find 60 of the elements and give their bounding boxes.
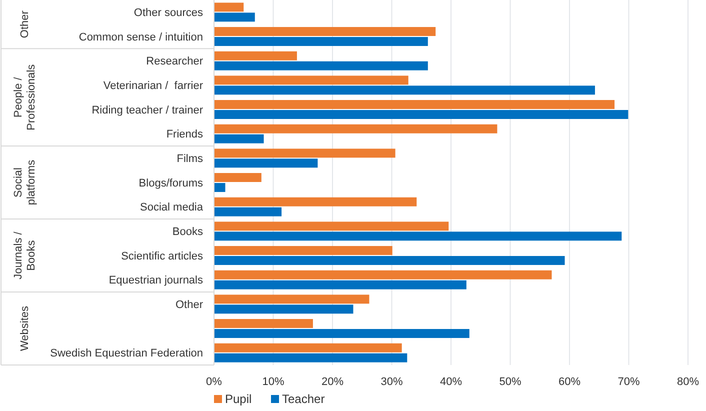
text: People / Professionals <box>12 64 38 130</box>
x-tick-label: 60% <box>558 376 581 388</box>
x-tick-label: 80% <box>676 376 700 388</box>
text: Journals / Books <box>12 230 38 280</box>
legend-label: Teacher <box>282 392 325 406</box>
bar <box>214 304 354 314</box>
bar <box>214 110 628 119</box>
bar <box>214 280 466 290</box>
y-tick-label: Scientific articles <box>121 250 204 262</box>
y-tick-label: Friends <box>166 128 204 141</box>
text: Other <box>18 10 31 38</box>
y-tick-label: Riding teacher / trainer <box>92 104 204 116</box>
y-tick-label: Common sense / intuition <box>78 31 203 44</box>
bar <box>214 183 226 192</box>
y-tick-label: Researcher <box>146 56 204 68</box>
x-tick-label: 70% <box>618 376 640 388</box>
bar <box>214 100 615 109</box>
x-tick-label: 20% <box>321 376 344 388</box>
bar <box>214 197 417 206</box>
bar <box>214 232 622 241</box>
y-tick-label: Equestrian journals <box>108 274 204 287</box>
bar <box>214 148 396 158</box>
bar <box>214 256 565 265</box>
bar <box>214 222 449 231</box>
y-tick-label: Other <box>175 299 204 312</box>
bar <box>214 134 264 144</box>
y-tick-label: Social media <box>140 202 204 214</box>
y-tick-label: Blogs/forums <box>138 177 204 190</box>
bar <box>214 37 428 46</box>
y-tick-label: Other sources <box>134 7 204 20</box>
bar <box>214 27 436 36</box>
bar <box>214 329 470 338</box>
bar <box>214 61 428 70</box>
legend-label: Pupil <box>225 392 252 406</box>
bar <box>214 294 370 304</box>
bar <box>214 158 318 168</box>
bar <box>214 76 408 85</box>
bar <box>214 246 392 255</box>
bar <box>214 124 498 134</box>
bar <box>214 2 244 12</box>
bar <box>214 319 313 328</box>
y-tick-label: Films <box>176 153 204 166</box>
y-tick-label: Swedish Equestrian Federation <box>50 348 203 360</box>
text: Websites <box>18 305 31 352</box>
bar <box>214 12 255 22</box>
bar <box>214 343 402 352</box>
bar <box>214 173 262 182</box>
x-tick-label: 30% <box>380 376 403 388</box>
bar <box>214 207 282 216</box>
x-tick-label: 50% <box>499 376 522 388</box>
bar <box>214 270 552 280</box>
bar <box>214 51 297 60</box>
bar <box>214 353 408 362</box>
bar <box>214 86 595 95</box>
y-tick-label: Veterinarian / farrier <box>103 80 204 92</box>
text: Social platforms <box>12 159 38 206</box>
x-tick-label: 0% <box>206 376 222 388</box>
y-tick-label: Books <box>172 226 204 238</box>
x-tick-label: 40% <box>440 376 462 388</box>
x-tick-label: 10% <box>262 376 284 388</box>
